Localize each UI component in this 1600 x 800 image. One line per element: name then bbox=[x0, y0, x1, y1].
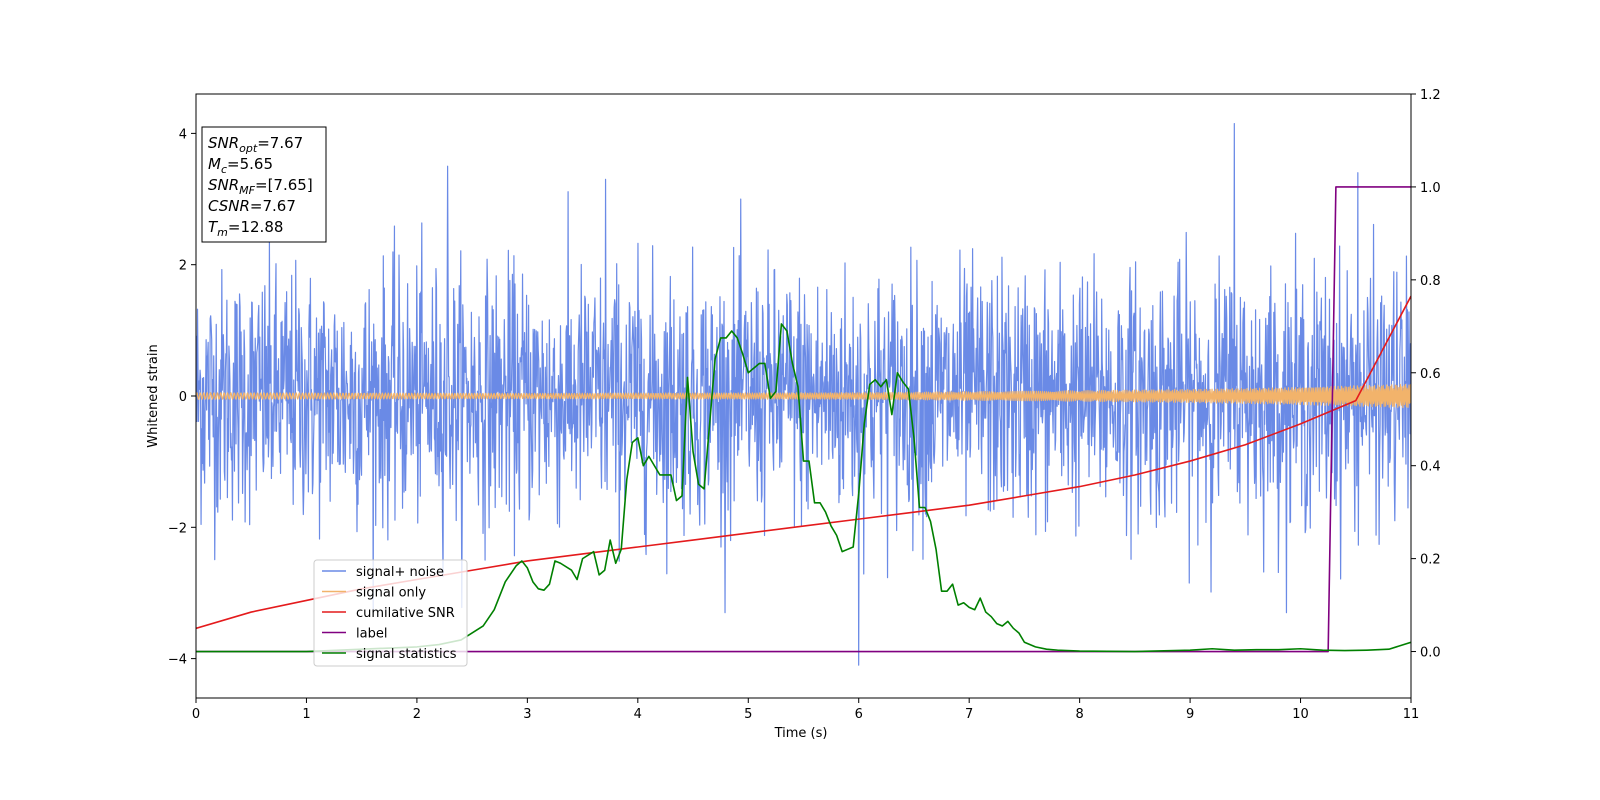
series-line-signal-statistics bbox=[196, 323, 1411, 653]
legend-frame bbox=[313, 559, 468, 667]
info-line: SNRopt=7.67 bbox=[208, 134, 303, 155]
x-axis-ticks: 0 1 2 3 4 5 6 7 8 9 10 11 bbox=[192, 698, 1419, 722]
info-symbol: SNR bbox=[208, 176, 239, 194]
x-tick-label: 11 bbox=[1403, 707, 1420, 722]
y2-axis-ticks: 0.0 0.2 0.4 0.6 0.8 1.0 1.2 bbox=[1411, 88, 1441, 661]
info-subscript: MF bbox=[239, 184, 255, 197]
x-tick-label: 1 bbox=[302, 707, 310, 722]
legend-label-label: label bbox=[356, 627, 387, 642]
y-tick-label: 2 bbox=[179, 259, 187, 274]
info-symbol: M bbox=[208, 155, 221, 173]
y-tick-label: 4 bbox=[179, 127, 187, 142]
legend-label-cumilative-snr: cumilative SNR bbox=[356, 606, 455, 621]
y2-tick-label: 0.4 bbox=[1420, 460, 1441, 475]
y2-tick-label: 0.2 bbox=[1420, 553, 1441, 568]
y-tick-label: −2 bbox=[168, 521, 187, 536]
y2-tick-label: 1.0 bbox=[1420, 181, 1441, 196]
x-tick-label: 3 bbox=[523, 707, 531, 722]
y2-tick-label: 1.2 bbox=[1420, 88, 1441, 103]
legend-label-signal-noise: signal+ noise bbox=[356, 565, 444, 580]
x-tick-label: 6 bbox=[855, 707, 863, 722]
y-axis-ticks: −4 −2 0 2 4 bbox=[168, 127, 196, 668]
x-axis-label: Time (s) bbox=[774, 726, 828, 741]
legend: signal+ noise signal only cumilative SNR la… bbox=[313, 559, 468, 667]
y-tick-label: −4 bbox=[168, 653, 187, 668]
info-line: SNRMF=[7.65] bbox=[208, 176, 313, 197]
info-value: =12.88 bbox=[228, 218, 284, 236]
info-symbol: T bbox=[208, 218, 219, 236]
x-tick-label: 10 bbox=[1292, 707, 1309, 722]
x-tick-label: 5 bbox=[744, 707, 752, 722]
info-box-frame bbox=[201, 126, 327, 243]
x-tick-label: 9 bbox=[1186, 707, 1194, 722]
series-line-signal-only bbox=[196, 383, 1411, 409]
info-value: =5.65 bbox=[227, 155, 273, 173]
info-line: CSNR=7.67 bbox=[208, 197, 296, 215]
x-tick-label: 2 bbox=[413, 707, 421, 722]
info-line: Tm=12.88 bbox=[208, 218, 283, 239]
series-line-signal-noise bbox=[196, 122, 1411, 666]
info-subscript: c bbox=[221, 163, 227, 176]
info-symbol: CSNR bbox=[208, 197, 250, 215]
info-line: Mc=5.65 bbox=[208, 155, 273, 176]
y-tick-label: 0 bbox=[179, 390, 187, 405]
x-tick-label: 8 bbox=[1075, 707, 1083, 722]
info-value: =[7.65] bbox=[255, 176, 313, 194]
x-tick-label: 4 bbox=[634, 707, 642, 722]
y2-tick-label: 0.0 bbox=[1420, 646, 1441, 661]
legend-label-signal-only: signal only bbox=[356, 586, 426, 601]
info-subscript: m bbox=[217, 226, 228, 239]
info-box: SNRopt=7.67Mc=5.65SNRMF=[7.65]CSNR=7.67T… bbox=[201, 126, 327, 243]
y2-tick-label: 0.6 bbox=[1420, 367, 1441, 382]
x-tick-label: 0 bbox=[192, 707, 200, 722]
info-value: =7.67 bbox=[250, 197, 296, 215]
legend-label-signal-statistics: signal statistics bbox=[356, 647, 457, 662]
info-subscript: opt bbox=[239, 142, 258, 155]
x-tick-label: 7 bbox=[965, 707, 973, 722]
info-symbol: SNR bbox=[208, 134, 239, 152]
series-line-label bbox=[196, 186, 1411, 653]
y2-tick-label: 0.8 bbox=[1420, 274, 1441, 289]
y-axis-label: Whitened strain bbox=[146, 344, 161, 447]
info-value: =7.67 bbox=[257, 134, 303, 152]
